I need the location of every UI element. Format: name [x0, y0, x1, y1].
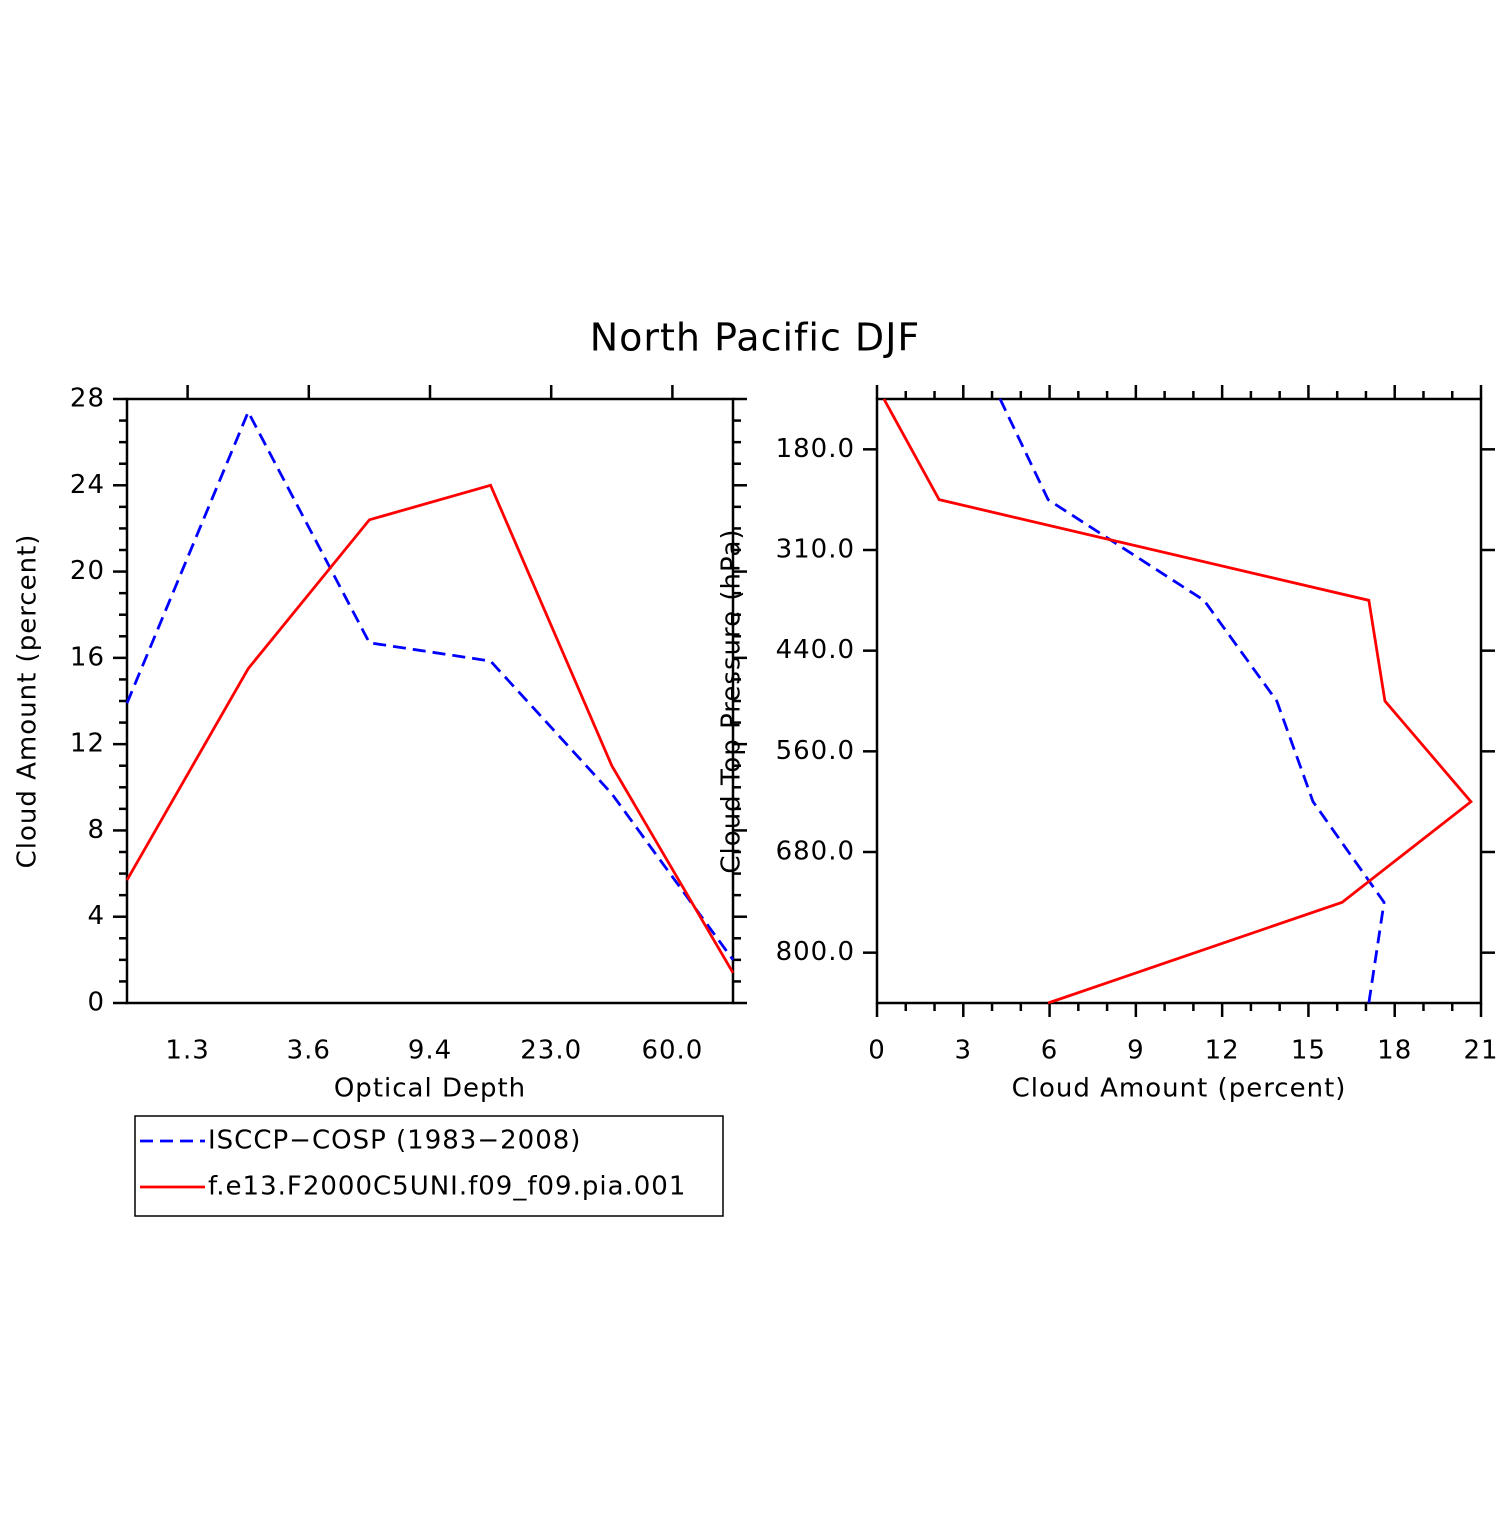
plot-frame: [125, 397, 735, 1005]
x-tick-label: 60.0: [641, 1036, 703, 1066]
chart-title: North Pacific DJF: [590, 316, 921, 360]
plot-frame: [875, 397, 1483, 1005]
series-line: [125, 483, 735, 974]
legend-label: ISCCP−COSP (1983−2008): [208, 1126, 581, 1156]
y-tick-label: 8: [87, 815, 105, 845]
y-tick-label: 24: [70, 470, 105, 500]
x-tick-label: 12: [1205, 1036, 1240, 1066]
y-tick-label: 4: [87, 901, 105, 931]
x-tick-label: 9: [1127, 1036, 1145, 1066]
x-tick-label: 23.0: [520, 1036, 582, 1066]
x-axis-title: Cloud Amount (percent): [1012, 1074, 1347, 1104]
x-tick-label: 6: [1041, 1036, 1059, 1066]
y-tick-label: 800.0: [776, 937, 855, 967]
y-tick-label: 680.0: [776, 837, 855, 867]
x-tick-label: 1.3: [165, 1036, 209, 1066]
x-tick-label: 18: [1377, 1036, 1412, 1066]
y-tick-label: 560.0: [776, 736, 855, 766]
y-axis-title: Cloud Amount (percent): [13, 534, 43, 869]
x-tick-label: 0: [868, 1036, 886, 1066]
y-axis-title: Cloud Top Pressure (hPa): [717, 528, 747, 873]
x-tick-label: 15: [1291, 1036, 1326, 1066]
x-tick-label: 21: [1463, 1036, 1498, 1066]
y-tick-label: 440.0: [776, 635, 855, 665]
y-tick-label: 28: [70, 384, 105, 414]
x-axis-title: Optical Depth: [334, 1074, 526, 1104]
y-tick-label: 310.0: [776, 535, 855, 565]
y-tick-label: 12: [70, 729, 105, 759]
legend-label: f.e13.F2000C5UNI.f09_f09.pia.001: [208, 1172, 686, 1202]
y-tick-label: 16: [70, 642, 105, 672]
series-line: [125, 408, 735, 961]
x-tick-label: 3.6: [287, 1036, 331, 1066]
y-tick-label: 180.0: [776, 434, 855, 464]
y-tick-label: 0: [87, 988, 105, 1018]
series-line: [998, 398, 1386, 1004]
legend-box: [134, 1115, 724, 1217]
x-tick-label: 9.4: [408, 1036, 452, 1066]
series-line: [882, 398, 1473, 1005]
x-tick-label: 3: [955, 1036, 973, 1066]
y-tick-label: 20: [70, 556, 105, 586]
